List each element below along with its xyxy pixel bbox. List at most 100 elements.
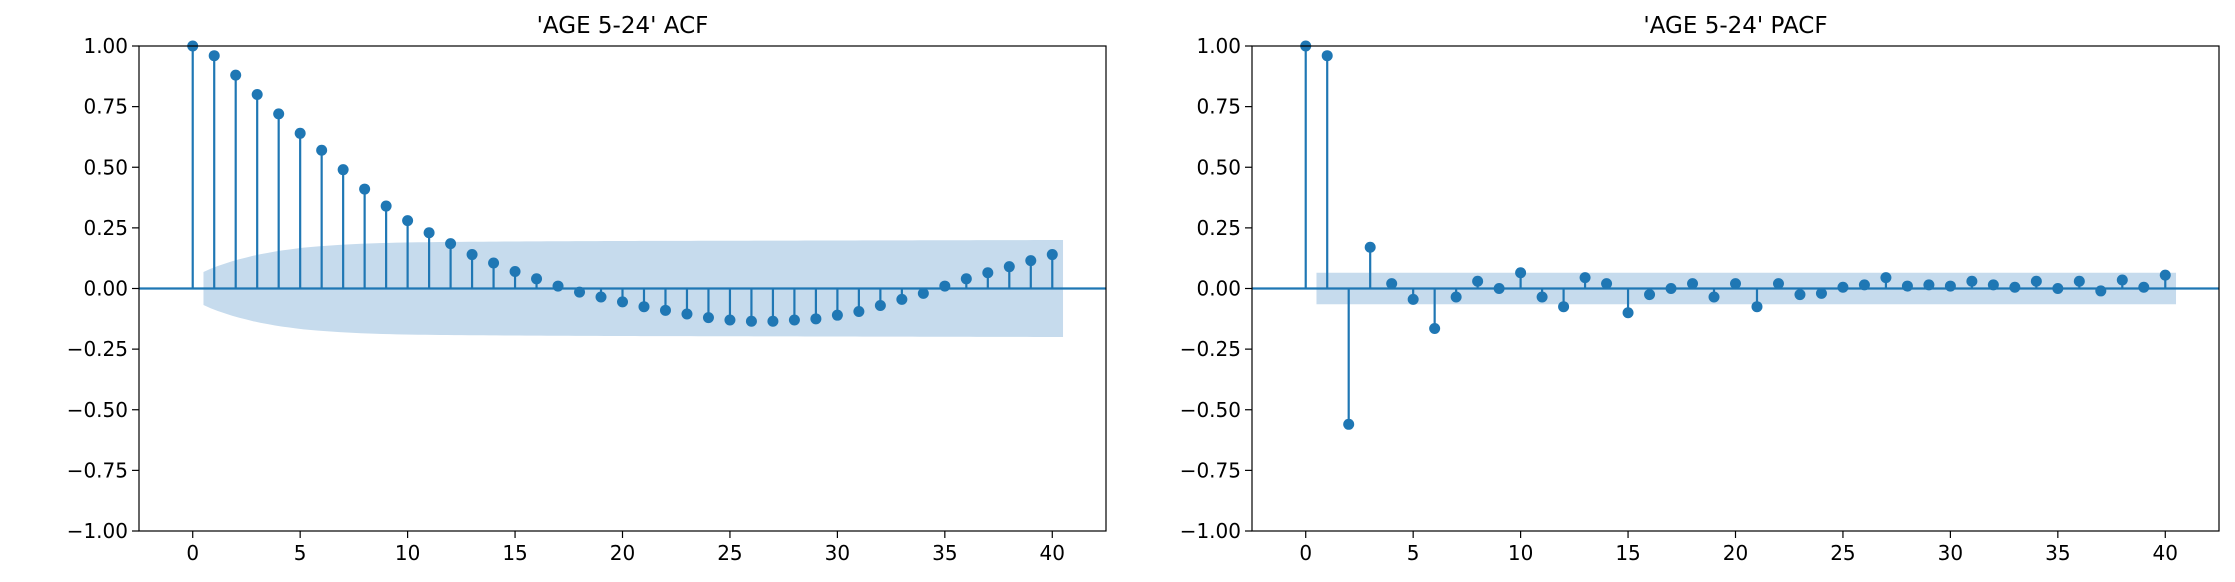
acf-ytick-label-0: −1.00 [67, 519, 128, 543]
acf-xtick-label-20: 20 [610, 541, 635, 565]
acf-ytick-label-3: −0.25 [67, 337, 128, 361]
pacf-point-20 [1730, 278, 1741, 290]
acf-ytick-label-7: 0.75 [83, 95, 128, 119]
pacf-xtick-label-20: 20 [1723, 541, 1748, 565]
pacf-xtick-label-15: 15 [1615, 541, 1640, 565]
pacf-point-35 [2052, 283, 2064, 294]
pacf-point-16 [1644, 289, 1656, 301]
pacf-point-38 [2116, 274, 2128, 286]
acf-point-25 [724, 314, 736, 326]
acf-point-12 [445, 238, 457, 250]
pacf-point-2 [1343, 418, 1355, 430]
pacf-point-7 [1450, 291, 1462, 303]
acf-point-22 [659, 304, 671, 316]
pacf-point-33 [2009, 281, 2021, 293]
pacf-point-30 [1944, 280, 1956, 292]
acf-point-9 [380, 200, 392, 212]
pacf-xtick-label-30: 30 [1938, 541, 1963, 565]
pacf-point-15 [1622, 307, 1634, 319]
acf-point-13 [466, 249, 478, 261]
acf-point-26 [745, 315, 757, 327]
pacf-point-6 [1429, 323, 1441, 335]
acf-point-40 [1046, 249, 1058, 261]
acf-point-31 [853, 306, 865, 318]
pacf-ytick-label-2: −0.50 [1180, 398, 1241, 422]
pacf-point-28 [1901, 280, 1913, 292]
acf-ytick-label-8: 1.00 [83, 34, 128, 58]
acf-point-38 [1003, 261, 1015, 273]
pacf-ytick-label-7: 0.75 [1196, 95, 1241, 119]
pacf-point-34 [2030, 275, 2042, 287]
pacf-point-29 [1923, 279, 1935, 291]
acf-point-14 [488, 257, 500, 269]
pacf-ytick-label-4: 0.00 [1196, 277, 1241, 301]
acf-xtick-label-25: 25 [717, 541, 742, 565]
acf-point-28 [788, 314, 800, 326]
acf-point-27 [767, 315, 779, 327]
acf-ytick-label-1: −0.75 [67, 458, 128, 482]
pacf-ytick-label-8: 1.00 [1196, 34, 1241, 58]
acf-point-33 [896, 293, 908, 305]
acf-point-32 [874, 299, 886, 311]
acf-point-35 [939, 280, 951, 292]
pacf-xtick-label-0: 0 [1299, 541, 1312, 565]
pacf-ytick-label-6: 0.50 [1196, 155, 1241, 179]
acf-point-34 [917, 287, 929, 299]
pacf-point-40 [2159, 269, 2171, 281]
acf-point-18 [574, 286, 586, 298]
pacf-point-9 [1493, 283, 1505, 294]
acf-panel: 'AGE 5-24' ACF 0 5 10 15 20 25 30 35 40 −1.00 −0.7… [67, 13, 1107, 565]
pacf-point-18 [1687, 278, 1699, 290]
pacf-point-39 [2138, 281, 2150, 293]
acf-point-7 [337, 164, 349, 176]
pacf-panel: 'AGE 5-24' PACF 0 5 10 15 20 25 30 35 40 −1.00 −0.… [1180, 13, 2220, 565]
acf-point-11 [423, 227, 435, 239]
acf-xtick-label-0: 0 [186, 541, 199, 565]
acf-point-5 [294, 127, 306, 139]
pacf-point-5 [1407, 293, 1419, 305]
acf-point-10 [402, 215, 414, 227]
pacf-point-13 [1579, 272, 1591, 284]
acf-point-16 [531, 273, 543, 285]
acf-point-17 [552, 280, 564, 292]
pacf-point-10 [1515, 267, 1527, 279]
pacf-point-32 [1987, 279, 1999, 291]
acf-point-37 [982, 267, 994, 279]
acf-point-4 [273, 108, 285, 120]
pacf-ytick-label-3: −0.25 [1180, 337, 1241, 361]
pacf-point-8 [1472, 275, 1484, 287]
pacf-title: 'AGE 5-24' PACF [1643, 13, 1827, 39]
pacf-point-17 [1665, 283, 1677, 294]
acf-ytick-label-6: 0.50 [83, 155, 128, 179]
pacf-point-31 [1966, 275, 1978, 287]
acf-title: 'AGE 5-24' ACF [537, 13, 709, 39]
pacf-ytick-label-0: −1.00 [1180, 519, 1241, 543]
acf-point-21 [638, 301, 650, 313]
pacf-ytick-label-1: −0.75 [1180, 458, 1241, 482]
pacf-ytick-label-5: 0.25 [1196, 216, 1241, 240]
acf-xtick-label-10: 10 [395, 541, 420, 565]
pacf-point-27 [1880, 272, 1892, 284]
acf-point-20 [617, 296, 628, 308]
acf-xtick-label-40: 40 [1040, 541, 1065, 565]
pacf-point-3 [1364, 241, 1376, 253]
pacf-point-19 [1708, 291, 1720, 303]
pacf-point-24 [1815, 287, 1827, 299]
acf-point-8 [359, 183, 371, 195]
pacf-point-26 [1858, 279, 1870, 291]
acf-point-36 [960, 273, 972, 285]
acf-ytick-label-5: 0.25 [83, 216, 128, 240]
acf-point-30 [831, 309, 843, 321]
pacf-point-36 [2073, 275, 2085, 287]
acf-xtick-label-5: 5 [294, 541, 307, 565]
pacf-point-37 [2095, 285, 2107, 297]
pacf-xtick-label-35: 35 [2045, 541, 2070, 565]
acf-point-39 [1025, 255, 1037, 267]
acf-point-19 [595, 291, 607, 303]
acf-point-1 [208, 50, 220, 62]
acf-point-6 [316, 144, 328, 156]
acf-point-15 [509, 266, 521, 278]
pacf-point-11 [1536, 291, 1548, 303]
pacf-xtick-label-5: 5 [1407, 541, 1420, 565]
